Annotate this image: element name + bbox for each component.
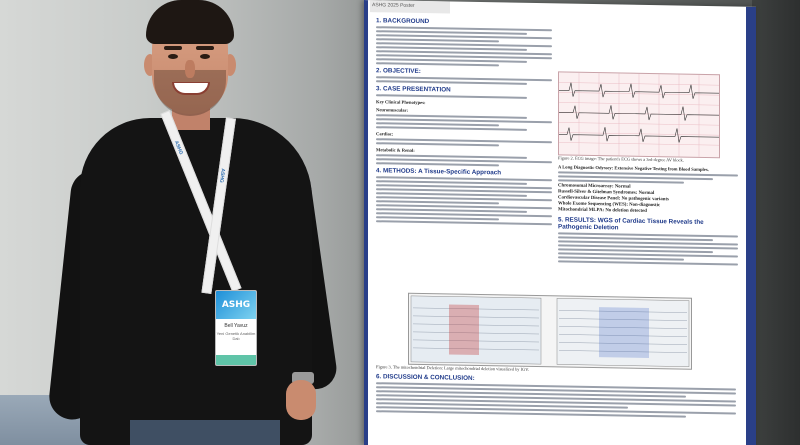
left-eye: [168, 54, 178, 59]
badge-name: Bell Yavuz: [224, 323, 248, 329]
poster-border-right: [746, 6, 756, 445]
nose: [185, 60, 195, 78]
ecg-figure: [558, 71, 720, 159]
jeans: [130, 420, 280, 445]
neck: [172, 108, 210, 130]
poster-left-column: 1. BACKGROUND 2. OBJECTIVE: 3. CASE PRES…: [376, 14, 552, 227]
presenter: [47, 0, 340, 445]
left-eyebrow: [164, 46, 182, 50]
poster-border-left: [364, 0, 368, 445]
badge-logo: ASHG: [216, 291, 256, 319]
black-sweater: [80, 118, 312, 445]
right-eyebrow: [196, 46, 214, 50]
poster-header: ASHG 2025 Poster: [370, 0, 450, 14]
poster-right-column: Figure 2. ECG image: The patient's ECG s…: [558, 155, 738, 267]
badge-role: Yeni Genetik Anabilim Dalı: [216, 331, 256, 341]
section-results: 5. RESULTS: WGS of Cardiac Tissue Reveal…: [558, 215, 704, 232]
right-eye: [200, 54, 210, 59]
name-badge: ASHG Bell Yavuz Yeni Genetik Anabilim Da…: [215, 290, 257, 366]
research-poster: ASHG 2025 Poster 1. BACKGROUND 2. OBJECT…: [364, 0, 756, 445]
igv-figure: [408, 292, 692, 370]
badge-footer-bar: [216, 355, 256, 365]
poster-bottom: Figure 3. The mitochondrial Deletion: La…: [376, 364, 736, 420]
lanyard-text-right: ASHG: [217, 167, 226, 184]
right-hand: [286, 380, 316, 420]
background-wall: [752, 0, 800, 445]
key-features: Key Clinical Phenotypes:: [376, 99, 426, 106]
hair: [146, 0, 234, 44]
